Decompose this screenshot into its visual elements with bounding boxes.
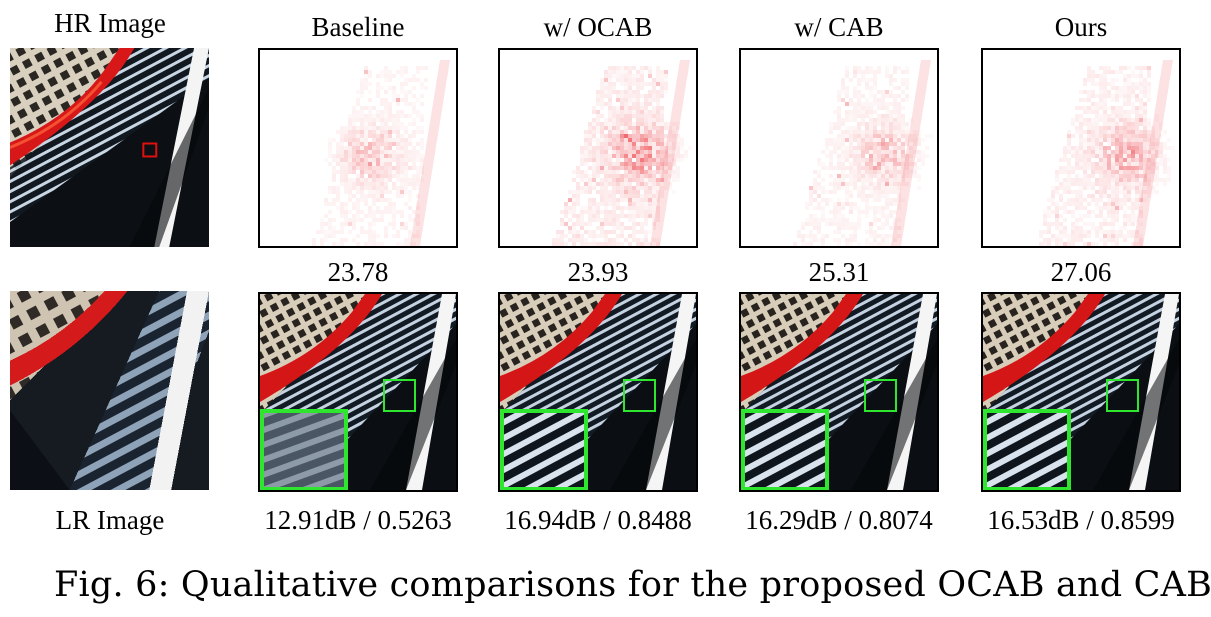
sr-result-cab — [739, 292, 939, 492]
sr-result-baseline — [258, 292, 458, 492]
crop-psnr-ocab: 23.93 — [498, 257, 698, 287]
crop-psnr-ours: 27.06 — [981, 257, 1181, 287]
lr-image-label: LR Image — [10, 505, 210, 535]
column-title-ours: Ours — [981, 12, 1181, 42]
lr-image — [10, 291, 209, 490]
column-title-baseline: Baseline — [258, 12, 458, 42]
metrics-ours: 16.53dB / 0.8599 — [973, 505, 1189, 535]
figure-caption: Fig. 6: Qualitative comparisons for the … — [54, 565, 1211, 605]
metrics-baseline: 12.91dB / 0.5263 — [250, 505, 466, 535]
hr-image-label: HR Image — [10, 8, 210, 38]
metrics-cab: 16.29dB / 0.8074 — [731, 505, 947, 535]
sr-result-ours — [981, 292, 1181, 492]
error-map-baseline — [258, 48, 458, 248]
hr-image — [10, 48, 209, 247]
error-map-ocab — [498, 48, 698, 248]
sr-result-ocab — [498, 292, 698, 492]
column-title-cab: w/ CAB — [739, 12, 939, 42]
error-map-cab — [739, 48, 939, 248]
column-title-ocab: w/ OCAB — [498, 12, 698, 42]
crop-psnr-baseline: 23.78 — [258, 257, 458, 287]
error-map-ours — [981, 48, 1181, 248]
metrics-ocab: 16.94dB / 0.8488 — [490, 505, 706, 535]
crop-psnr-cab: 25.31 — [739, 257, 939, 287]
